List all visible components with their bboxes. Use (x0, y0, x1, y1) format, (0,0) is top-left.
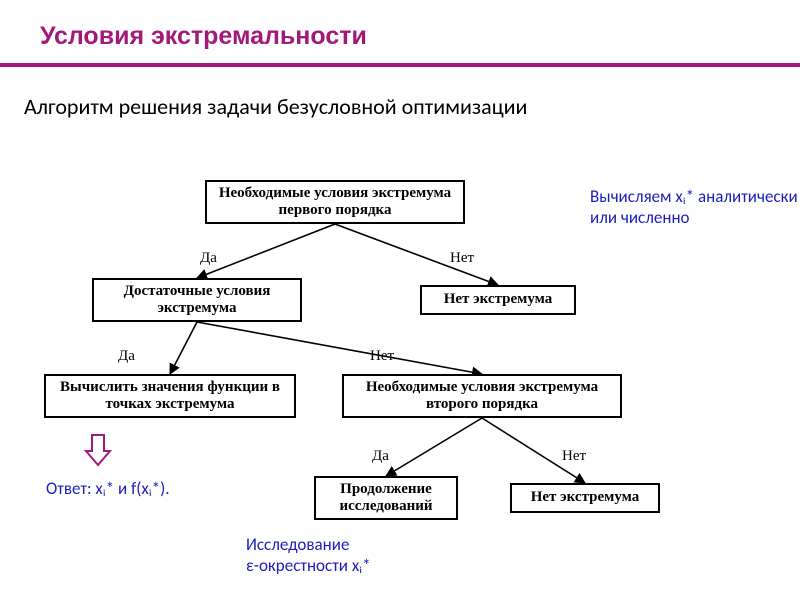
edge-label: Нет (562, 448, 586, 465)
edge-label: Да (372, 448, 389, 465)
flowchart-node: Нет экстремума (420, 285, 576, 315)
edge-label: Да (118, 348, 135, 365)
edge-label: Нет (370, 348, 394, 365)
research-note: Исследование ε-окрестности xᵢ* (246, 534, 371, 576)
flowchart-node: Достаточные условия экстремума (92, 278, 302, 322)
compute-note-line1: Вычисляем xᵢ* аналитически (590, 186, 798, 207)
flowchart-node: Необходимые условия экстремума второго п… (342, 374, 622, 418)
edge-label: Нет (450, 250, 474, 267)
compute-note-line2: или численно (590, 207, 798, 228)
research-note-line2: ε-окрестности xᵢ* (246, 555, 371, 576)
answer-text: Ответ: xᵢ* и f(xᵢ*). (46, 478, 170, 499)
flowchart-node: Нет экстремума (510, 483, 660, 513)
flowchart-node: Продолжение исследований (314, 476, 458, 520)
flowchart-node: Необходимые условия экстремума первого п… (205, 180, 465, 224)
compute-note: Вычисляем xᵢ* аналитически или численно (590, 186, 798, 228)
flowchart-node: Вычислить значения функции в точках экст… (44, 374, 296, 418)
research-note-line1: Исследование (246, 534, 371, 555)
edge-label: Да (200, 250, 217, 267)
